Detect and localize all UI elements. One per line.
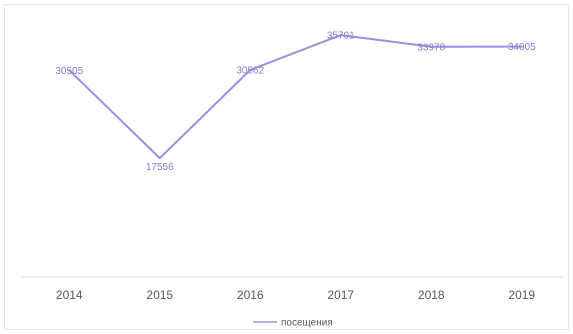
data-label: 33978 (417, 42, 445, 53)
legend-label: посещения (281, 318, 333, 329)
data-label: 30562 (236, 65, 264, 76)
x-tick-label: 2018 (418, 288, 445, 302)
chart-frame (4, 4, 569, 330)
data-labels: 30505 17556 30562 35701 33978 34005 (55, 31, 536, 173)
x-tick-label: 2016 (237, 288, 264, 302)
x-tick-label: 2019 (508, 288, 535, 302)
legend: посещения (253, 318, 333, 329)
series-line (68, 34, 522, 160)
data-point (430, 45, 433, 48)
data-label: 17556 (146, 162, 174, 173)
data-label: 34005 (508, 42, 536, 53)
x-tick-label: 2017 (327, 288, 354, 302)
data-point (520, 45, 523, 48)
x-axis-tick-labels: 2014 2015 2016 2017 2018 2019 (56, 288, 536, 302)
data-point (158, 157, 161, 160)
data-point (339, 34, 342, 37)
data-point (249, 68, 252, 71)
data-label: 35701 (327, 31, 355, 42)
x-tick-label: 2015 (146, 288, 173, 302)
series-layer (68, 34, 523, 160)
x-tick-label: 2014 (56, 288, 83, 302)
data-label: 30505 (55, 66, 83, 77)
data-point (68, 69, 71, 72)
